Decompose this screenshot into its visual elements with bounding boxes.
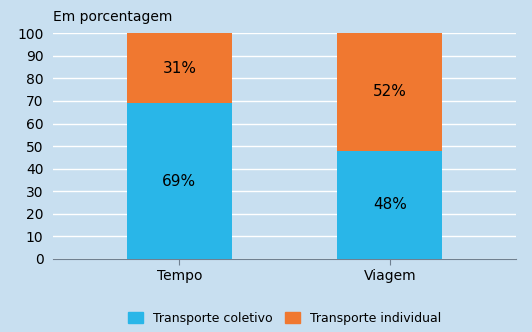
Bar <box>127 103 232 259</box>
Bar <box>337 151 443 259</box>
Text: 69%: 69% <box>162 174 196 189</box>
Text: 31%: 31% <box>162 61 196 76</box>
Text: Em porcentagem: Em porcentagem <box>53 10 172 24</box>
Legend: Transporte coletivo, Transporte individual: Transporte coletivo, Transporte individu… <box>128 312 442 325</box>
Text: 48%: 48% <box>373 197 407 212</box>
Bar <box>127 33 232 103</box>
Text: 52%: 52% <box>373 84 407 99</box>
Bar <box>337 33 443 151</box>
